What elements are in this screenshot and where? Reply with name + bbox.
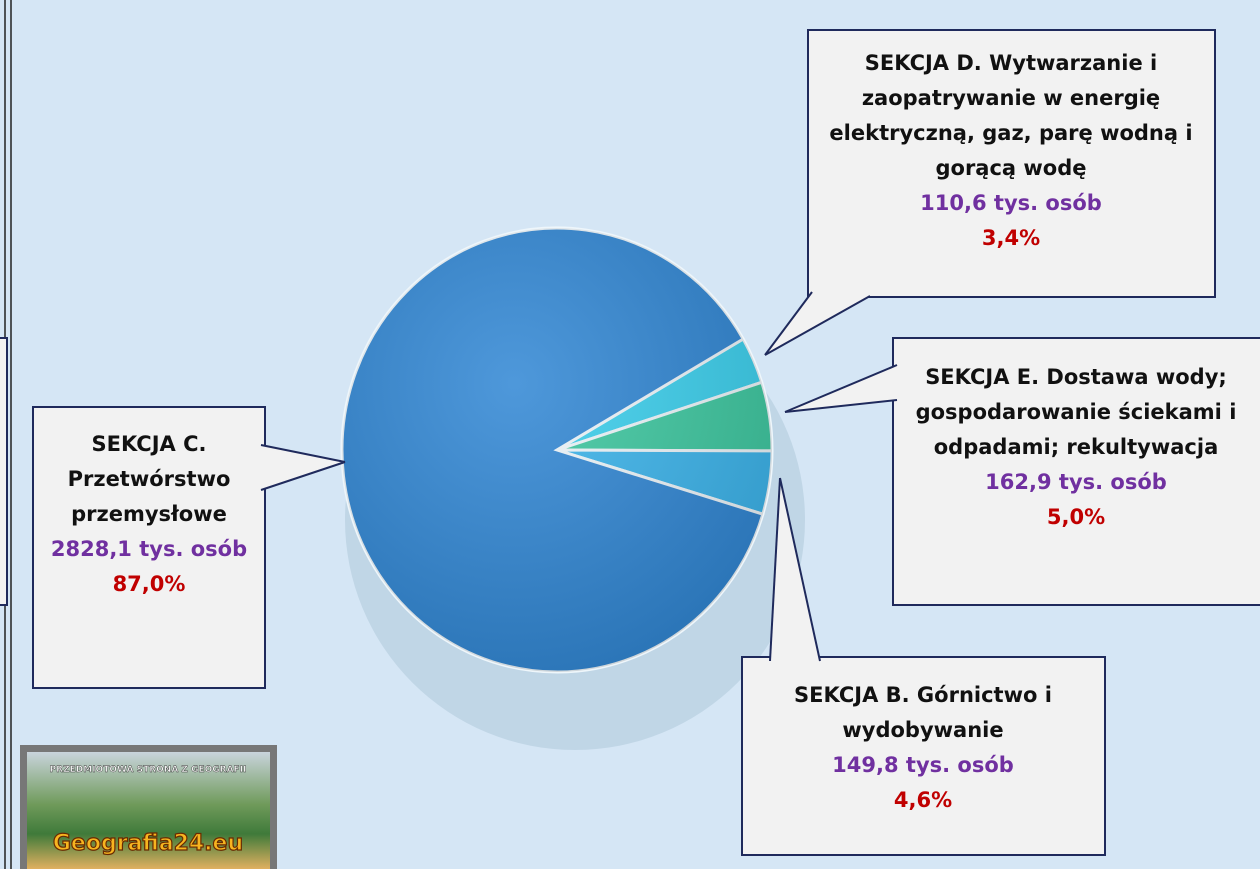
logo-bottom: Geografia24.eu [53,831,243,856]
count-label: 2828,1 tys. osób [49,532,249,567]
pie [342,228,772,672]
category: SEKCJA E. Dostawa wody; gospodarowanie ś… [906,360,1246,465]
value-label: 5,0% [906,500,1246,535]
page: PRZEDMIOTOWA STRONA Z GEOGRAFII Geografi… [0,0,1260,869]
logo-top: PRZEDMIOTOWA STRONA Z GEOGRAFII [50,765,247,775]
category: SEKCJA C. Przetwórstwo przemysłowe [49,427,249,532]
side-box [0,338,7,605]
category: SEKCJA B. Górnictwo i wydobywanie [753,678,1093,748]
category: SEKCJA D. Wytwarzanie i zaopatrywanie w … [816,46,1206,186]
value-label: 4,6% [753,783,1093,818]
value-label: 3,4% [816,221,1206,256]
logo: PRZEDMIOTOWA STRONA Z GEOGRAFII Geografi… [20,745,277,869]
count-label: 149,8 tys. osób [753,748,1093,783]
callout-label: SEKCJA D. Wytwarzanie i zaopatrywanie w … [816,46,1206,256]
count-label: 110,6 tys. osób [816,186,1206,221]
value-label: 87,0% [49,567,249,602]
callout-pointer [261,445,345,490]
count-label: 162,9 tys. osób [906,465,1246,500]
callout-label: SEKCJA E. Dostawa wody; gospodarowanie ś… [906,360,1246,535]
